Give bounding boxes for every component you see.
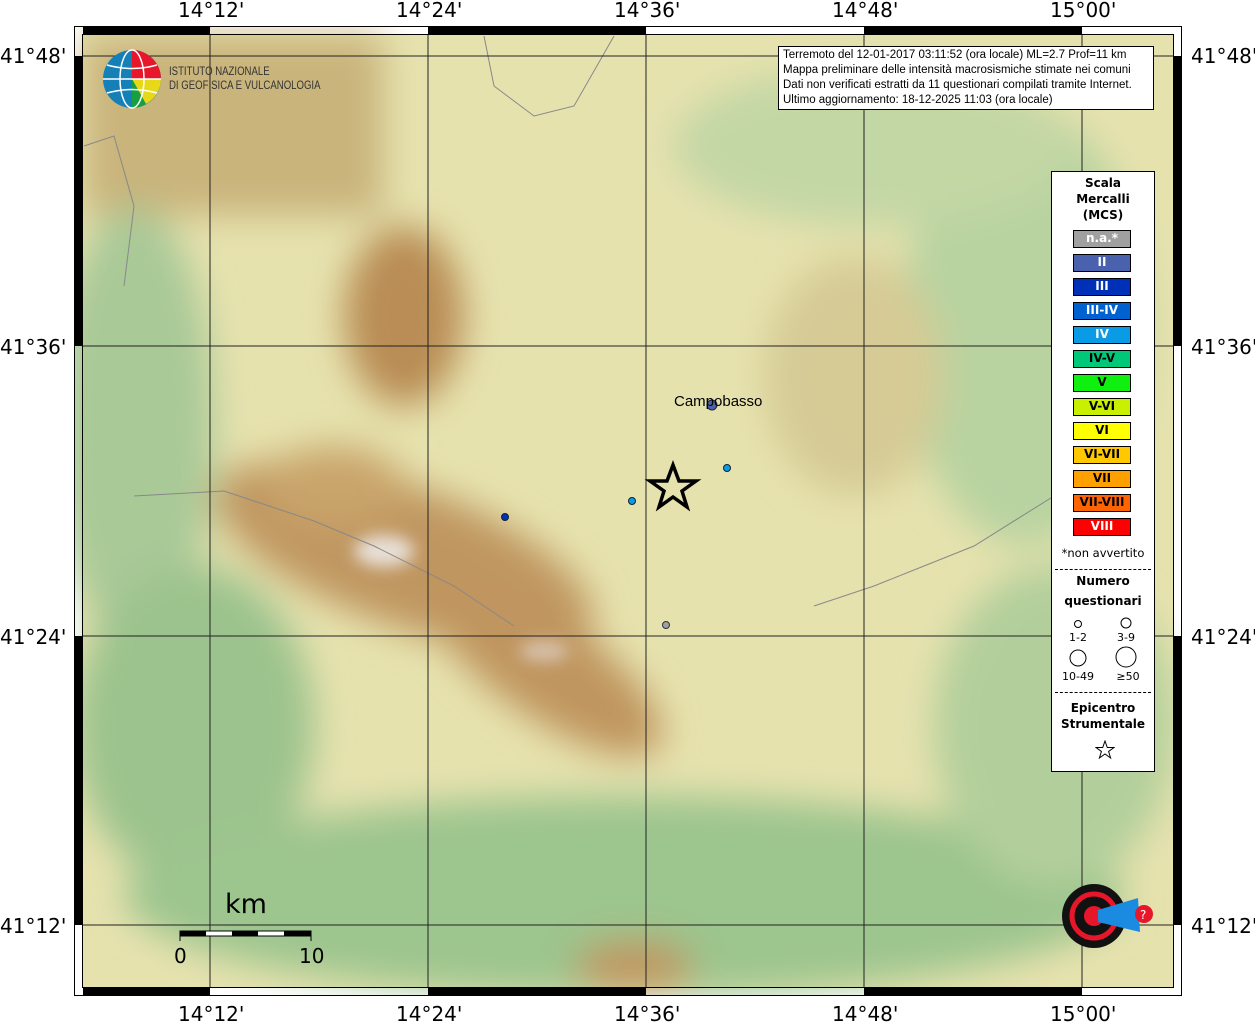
scalebar-start: 0 (174, 944, 187, 968)
axis-left-0: 41°48' (0, 44, 67, 68)
intensity-point[interactable] (706, 399, 718, 411)
legend-swatch-n-a-: n.a.* (1073, 230, 1131, 248)
legend-divider (1055, 569, 1151, 570)
axis-right-1: 41°36' (1191, 335, 1255, 359)
axis-bottom-4: 15°00' (1050, 1002, 1117, 1026)
intensity-point[interactable] (723, 464, 731, 472)
legend-swatch-vii: VII (1073, 470, 1131, 488)
event-info-line1: Terremoto del 12-01-2017 03:11:52 (ora l… (783, 49, 1127, 61)
intensity-point[interactable] (628, 497, 636, 505)
legend-title-3: (MCS) (1082, 208, 1124, 222)
count-10-49: 10-49 (1062, 670, 1094, 683)
svg-text:?: ? (1140, 908, 1146, 922)
axis-bottom-1: 14°24' (396, 1002, 463, 1026)
legend-swatch-vii-viii: VII-VIII (1073, 494, 1131, 512)
legend-title-2: Mercalli (1076, 192, 1130, 206)
epicenter-title-1: Epicentro (1070, 701, 1136, 715)
axis-bottom-3: 14°48' (832, 1002, 899, 1026)
axis-left-3: 41°12' (0, 914, 67, 938)
legend-swatch-ii: II (1073, 254, 1131, 272)
axis-top-3: 14°48' (832, 0, 899, 22)
intensity-point[interactable] (662, 621, 670, 629)
legend-swatch-v: V (1073, 374, 1131, 392)
scalebar-unit: km (225, 889, 267, 920)
count-circles-icon (1069, 617, 1137, 668)
axis-right-0: 41°48' (1191, 44, 1255, 68)
mcs-legend: Scala Mercalli (MCS) n.a.* II III III-IV IV I… (1051, 171, 1155, 772)
legend-title-1: Scala (1084, 176, 1122, 190)
legend-swatch-iv: IV (1073, 326, 1131, 344)
legend-swatch-iii-iv: III-IV (1073, 302, 1131, 320)
axis-bottom-2: 14°36' (614, 1002, 681, 1026)
event-info-box: Terremoto del 12-01-2017 03:11:52 (ora l… (778, 46, 1154, 110)
legend-divider (1055, 692, 1151, 693)
axis-top-4: 15°00' (1050, 0, 1117, 22)
scale-bar (179, 930, 312, 941)
axis-right-3: 41°12' (1191, 914, 1255, 938)
ingv-logo-line2: DI GEOFISICA E VULCANOLOGIA (169, 78, 321, 92)
event-info-line2: Mappa preliminare delle intensità macros… (783, 64, 1131, 76)
intensity-point[interactable] (501, 513, 509, 521)
epicenter-star-icon[interactable] (644, 460, 702, 512)
epicenter-star-icon (1095, 740, 1115, 760)
axis-left-2: 41°24' (0, 625, 67, 649)
count-title-2: questionari (1064, 594, 1142, 608)
ingv-logo (101, 48, 163, 114)
haisentito-logo[interactable]: ? (1036, 858, 1156, 973)
legend-note: *non avvertito (1061, 546, 1145, 560)
place-label-campobasso: Campobasso (674, 393, 763, 410)
count-1-2: 1-2 (1069, 631, 1087, 644)
axis-top-0: 14°12' (178, 0, 245, 22)
terrain-map[interactable] (74, 26, 1182, 996)
legend-swatch-v-vi: V-VI (1073, 398, 1131, 416)
ingv-logo-line1: ISTITUTO NAZIONALE (169, 64, 270, 78)
legend-swatch-viii: VIII (1073, 518, 1131, 536)
legend-swatch-iii: III (1073, 278, 1131, 296)
axis-top-2: 14°36' (614, 0, 681, 22)
axis-bottom-0: 14°12' (178, 1002, 245, 1026)
legend-swatch-vi-vii: VI-VII (1073, 446, 1131, 464)
axis-right-2: 41°24' (1191, 625, 1255, 649)
legend-swatch-iv-v: IV-V (1073, 350, 1131, 368)
legend-swatch-vi: VI (1073, 422, 1131, 440)
axis-left-1: 41°36' (0, 335, 67, 359)
axis-top-1: 14°24' (396, 0, 463, 22)
count-50: ≥50 (1116, 670, 1140, 683)
epicenter-title-2: Strumentale (1060, 717, 1146, 731)
event-info-line3: Dati non verificati estratti da 11 quest… (783, 79, 1132, 91)
count-title-1: Numero (1076, 574, 1130, 588)
scalebar-end: 10 (299, 944, 325, 968)
count-3-9: 3-9 (1117, 631, 1135, 644)
event-info-line4: Ultimo aggiornamento: 18-12-2025 11:03 (… (783, 94, 1053, 106)
